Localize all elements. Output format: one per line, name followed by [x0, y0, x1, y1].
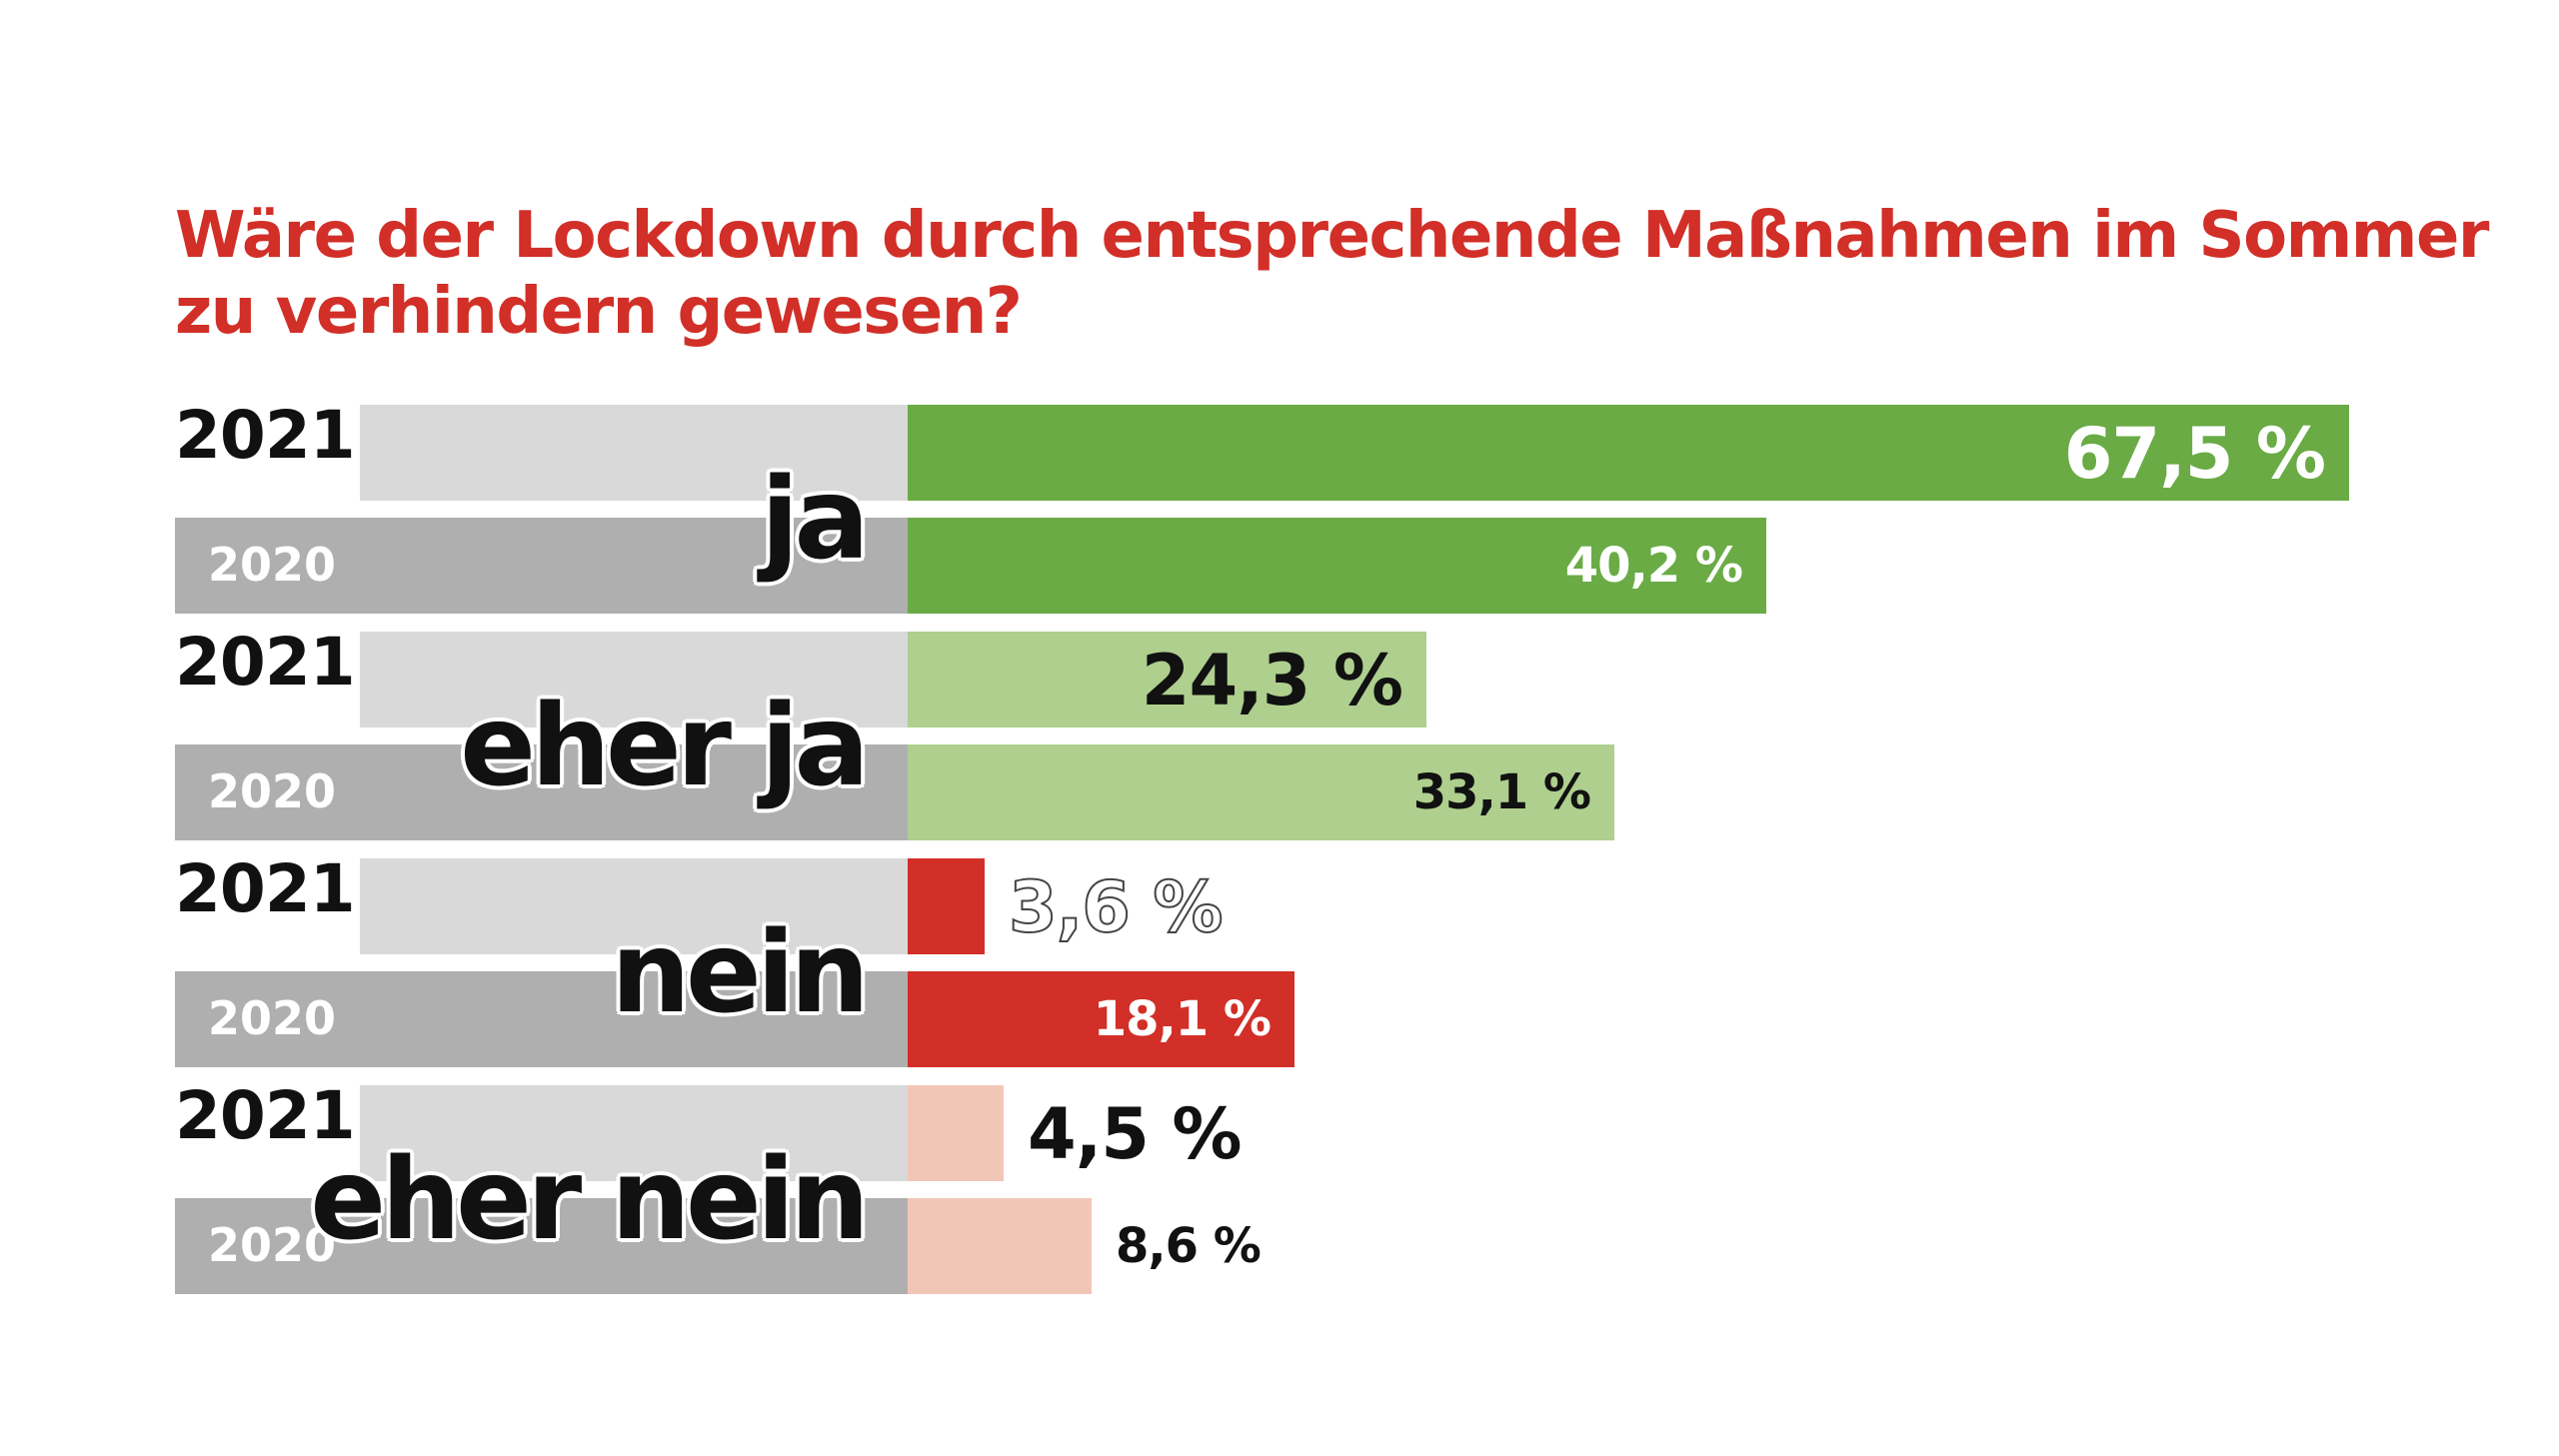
row-bg-eher-ja-2021: [360, 632, 908, 728]
category-label-eher-ja: eher ja: [460, 682, 870, 811]
year-label-ja-2021: 2021: [175, 397, 356, 474]
bar-eher-nein-2021: [908, 1085, 1004, 1181]
row-bg-eher-nein-2021: [360, 1085, 908, 1181]
year-label-ja-2020: 2020: [208, 538, 337, 592]
chart-title: Wäre der Lockdown durch entsprechende Ma…: [175, 198, 2489, 350]
row-bg-ja-2020: [175, 518, 908, 614]
year-label-nein-2020: 2020: [208, 991, 337, 1045]
row-bg-eher-nein-2020: [175, 1198, 908, 1294]
data-label-ja-2021: 67,5 %: [2063, 412, 2326, 495]
data-label-eher-ja-2020: 33,1 %: [1412, 764, 1591, 821]
data-label-eher-nein-2020: 8,6 %: [1116, 1218, 1262, 1275]
bar-nein-2021: [908, 858, 985, 954]
bar-eher-nein-2020: [908, 1198, 1092, 1294]
row-bg-nein-2021: [360, 858, 908, 954]
year-label-nein-2021: 2021: [175, 850, 356, 927]
title-line-1: Wäre der Lockdown durch entsprechende Ma…: [175, 199, 2489, 273]
data-label-eher-nein-2021: 4,5 %: [1028, 1092, 1243, 1175]
year-label-eher-ja-2020: 2020: [208, 764, 337, 818]
bar-nein-2020: [908, 971, 1294, 1067]
row-bg-ja-2021: [360, 405, 908, 501]
year-label-eher-nein-2020: 2020: [208, 1218, 337, 1272]
data-label-ja-2020: 40,2 %: [1564, 538, 1743, 595]
bar-eher-ja-2021: [908, 632, 1426, 728]
category-label-nein: nein: [611, 908, 870, 1038]
bar-eher-ja-2020: [908, 744, 1614, 840]
data-label-nein-2020: 18,1 %: [1093, 991, 1272, 1048]
category-label-eher-nein: eher nein: [310, 1135, 870, 1265]
year-label-eher-ja-2021: 2021: [175, 624, 356, 701]
year-label-eher-nein-2021: 2021: [175, 1077, 356, 1154]
bar-ja-2020: [908, 518, 1766, 614]
data-label-nein-2021: 3,6 %: [1008, 865, 1225, 949]
data-label-eher-ja-2021: 24,3 %: [1141, 639, 1403, 722]
row-bg-nein-2020: [175, 971, 908, 1067]
title-line-2: zu verhindern gewesen?: [175, 275, 1023, 349]
row-bg-eher-ja-2020: [175, 744, 908, 840]
category-label-ja: ja: [761, 455, 870, 585]
bar-ja-2021: [908, 405, 2349, 501]
